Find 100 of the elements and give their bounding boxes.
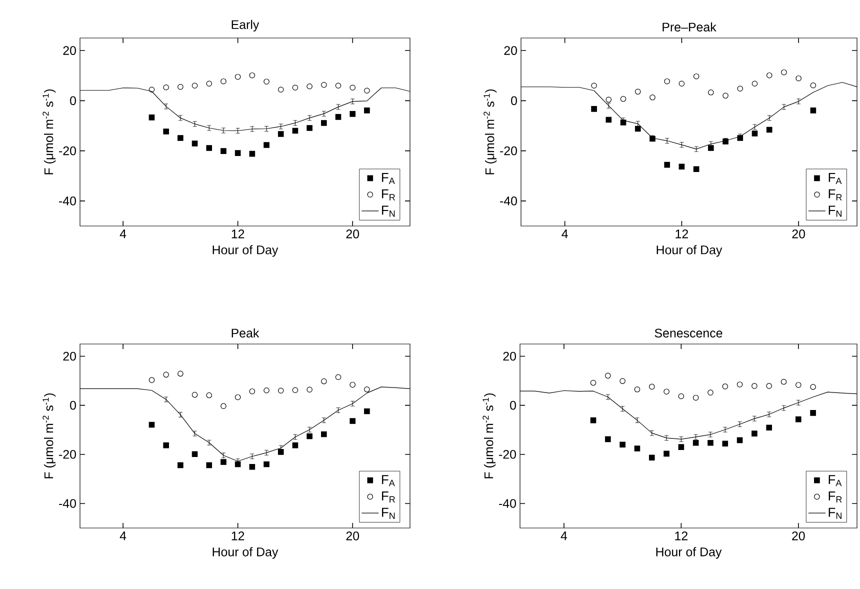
point — [249, 150, 256, 157]
chart-title: Senescence — [654, 328, 722, 338]
point — [648, 454, 655, 460]
point — [321, 378, 327, 384]
y-tick-label: -40 — [499, 499, 516, 508]
point — [708, 89, 714, 96]
x-tick-label: 12 — [232, 230, 244, 238]
point — [220, 403, 226, 409]
point — [810, 82, 816, 88]
point — [234, 74, 241, 80]
point — [708, 390, 714, 396]
point — [249, 388, 256, 394]
legend-label: F$_{A}$ — [382, 172, 395, 184]
x-tick-label: 4 — [120, 532, 126, 540]
point — [335, 82, 342, 89]
point — [737, 135, 744, 141]
point — [591, 82, 597, 89]
point — [736, 437, 743, 444]
point — [796, 416, 802, 422]
point — [321, 82, 327, 88]
x-tick-label: 4 — [560, 532, 568, 540]
legend-label: F$_{A}$ — [828, 172, 842, 184]
point — [220, 459, 226, 465]
point — [693, 166, 700, 172]
x-tick-label: 4 — [120, 230, 126, 238]
legend-label: F$_{N}$ — [828, 206, 842, 217]
point — [163, 84, 169, 90]
point — [364, 108, 370, 114]
point — [634, 446, 640, 452]
point — [693, 73, 700, 80]
point — [249, 72, 256, 78]
legend-label: F$_{R}$ — [828, 189, 842, 200]
y-tick-label: 0 — [510, 400, 516, 410]
point — [634, 88, 641, 95]
point — [752, 80, 758, 87]
point — [148, 377, 155, 383]
y-tick-label: -20 — [59, 450, 76, 459]
point — [148, 114, 155, 120]
x-tick-label: 20 — [346, 532, 360, 540]
point — [781, 69, 787, 76]
chart-title: Pre‒Peak — [662, 22, 716, 32]
point — [752, 430, 758, 436]
legend-label: F$_{A}$ — [382, 475, 395, 486]
point — [737, 86, 744, 92]
point — [620, 378, 626, 384]
point — [634, 386, 640, 392]
x-axis-title: Hour of Day — [212, 547, 278, 559]
point — [650, 136, 656, 142]
point — [722, 440, 728, 447]
legend-label: F$_{N}$ — [382, 206, 395, 217]
point — [321, 431, 327, 438]
point — [148, 422, 155, 428]
point — [766, 126, 772, 133]
point — [192, 451, 198, 458]
point — [292, 84, 298, 91]
point — [178, 370, 184, 377]
point — [766, 383, 772, 389]
point — [664, 162, 670, 168]
chart-title: Early — [232, 20, 260, 32]
y-tick-label: 0 — [511, 96, 517, 106]
point — [306, 83, 312, 90]
point — [678, 393, 684, 400]
y-axis-title: F (μmol m$^{-2}$ s$^{-1}$) — [42, 89, 56, 174]
point — [306, 433, 312, 440]
point — [796, 75, 802, 82]
point — [292, 442, 298, 448]
point — [278, 388, 284, 394]
legend-label: F$_{R}$ — [828, 492, 842, 503]
point — [620, 120, 626, 126]
point — [664, 388, 670, 394]
point — [780, 378, 787, 385]
point — [206, 392, 212, 398]
point — [350, 382, 356, 388]
point — [206, 462, 212, 468]
x-tick-label: 4 — [562, 230, 568, 238]
point — [306, 386, 312, 393]
point — [206, 145, 212, 151]
point — [264, 387, 270, 394]
point — [722, 138, 728, 144]
y-tick-label: -20 — [59, 146, 76, 156]
legend-label: F$_{N}$ — [382, 508, 395, 519]
y-tick-label: -40 — [500, 196, 517, 206]
point — [605, 436, 611, 442]
y-tick-label: 20 — [63, 352, 76, 361]
point — [620, 442, 626, 448]
y-tick-label: 20 — [503, 352, 516, 361]
legend-label: F$_{A}$ — [828, 475, 842, 486]
point — [766, 424, 772, 431]
point — [350, 111, 356, 117]
point — [292, 387, 298, 394]
point — [350, 418, 356, 424]
point — [278, 131, 284, 137]
point — [810, 108, 816, 114]
point — [192, 82, 198, 89]
point — [692, 440, 699, 446]
point — [664, 450, 670, 457]
y-tick-label: -20 — [500, 146, 517, 156]
x-axis-title: Hour of Day — [656, 245, 722, 257]
point — [220, 148, 226, 154]
point — [321, 120, 327, 126]
